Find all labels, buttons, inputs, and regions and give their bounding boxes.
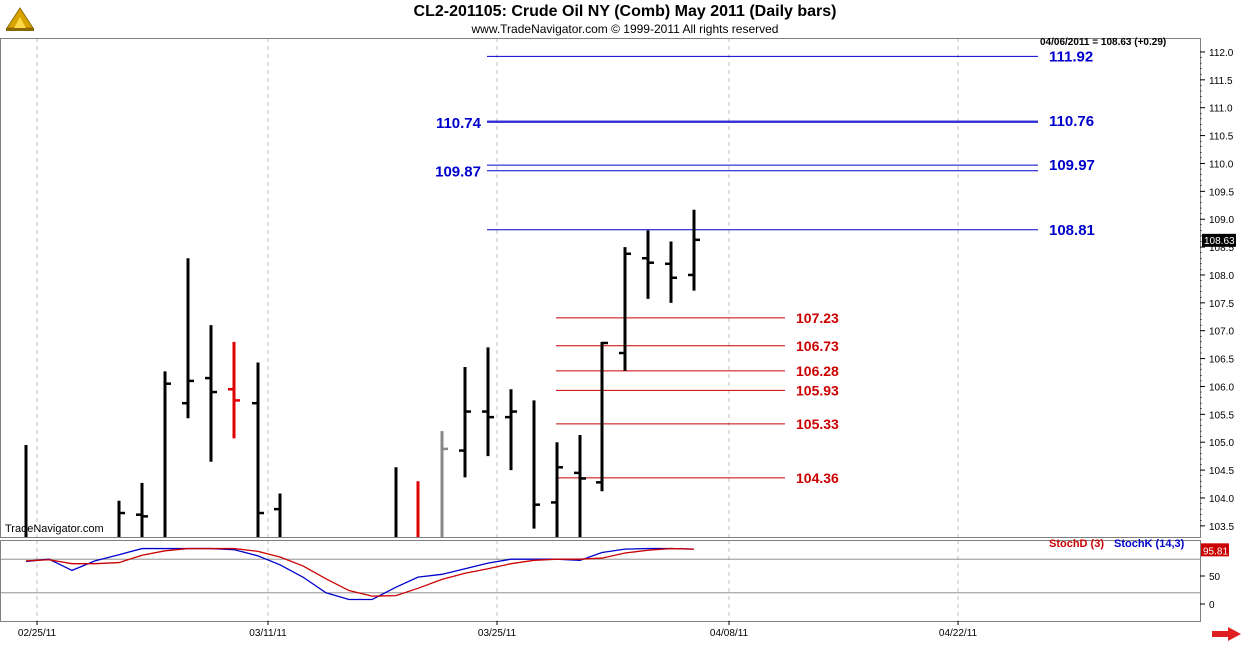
y-tick-label: 107.0 — [1209, 327, 1234, 338]
y-tick-label: 110.5 — [1209, 132, 1234, 143]
red-level-label: 106.28 — [796, 363, 839, 379]
stoch-series-line — [25, 547, 695, 597]
x-tick-label: 04/08/11 — [710, 628, 749, 639]
blue-level-label: 111.92 — [1049, 48, 1093, 65]
y-tick-label: 107.5 — [1209, 299, 1234, 310]
blue-level-label: 110.76 — [1049, 113, 1094, 130]
x-tick-label: 03/11/11 — [249, 628, 287, 639]
red-level-label: 107.23 — [796, 310, 839, 326]
y-tick-label: 112.0 — [1209, 48, 1234, 59]
y-tick-label: 108.5 — [1209, 243, 1234, 254]
scroll-right-arrow-icon[interactable] — [1212, 627, 1242, 646]
last-price-box — [1202, 233, 1236, 247]
y-tick-label: 104.5 — [1209, 466, 1234, 477]
chart-subtitle: www.TradeNavigator.com © 1999-2011 All r… — [471, 22, 779, 36]
y-tick-label: 106.0 — [1209, 382, 1234, 393]
stoch-d-legend: StochD (3) — [1049, 538, 1104, 550]
stoch-lines — [25, 547, 695, 601]
chart-title: CL2-201105: Crude Oil NY (Comb) May 2011… — [413, 3, 837, 20]
red-level-label: 105.93 — [796, 382, 839, 398]
price-grid — [36, 38, 959, 537]
price-panel-frame — [0, 38, 1201, 538]
last-quote: 04/06/2011 = 108.63 (+0.29) — [1040, 37, 1167, 48]
stoch-y-label: 0 — [1209, 600, 1215, 611]
stoch-k-legend: StochK (14,3) — [1114, 538, 1185, 550]
axes: 02/25/11 03/11/11 03/25/11 04/08/11 04/22/11… — [0, 38, 1236, 639]
stoch-series-line — [25, 547, 695, 601]
y-tick-label: 106.5 — [1209, 355, 1234, 366]
y-tick-label: 105.0 — [1209, 438, 1234, 449]
y-tick-label: 111.5 — [1209, 76, 1233, 87]
y-tick-label: 108.0 — [1209, 271, 1234, 282]
trade-navigator-logo-icon — [4, 4, 36, 37]
y-tick-label: 105.5 — [1209, 410, 1234, 421]
stoch-last-label: 95.81 — [1203, 546, 1228, 557]
x-tick-label: 03/25/11 — [478, 628, 517, 639]
red-level-label: 106.73 — [796, 338, 839, 354]
y-tick-label: 110.0 — [1209, 159, 1234, 170]
x-tick-label: 04/22/11 — [939, 628, 978, 639]
red-level-label: 104.36 — [796, 470, 839, 486]
blue-level-label: 109.97 — [1049, 157, 1095, 174]
ohlc-bars — [24, 209, 700, 537]
y-tick-label: 109.5 — [1209, 187, 1234, 198]
y-tick-label: 111.0 — [1209, 104, 1233, 115]
blue-level-label: 108.81 — [1049, 222, 1095, 239]
watermark: TradeNavigator.com — [5, 523, 104, 535]
red-level-label: 105.33 — [796, 416, 839, 432]
stoch-grid — [0, 540, 1200, 621]
stoch-panel-frame — [0, 540, 1201, 622]
y-tick-label: 104.0 — [1209, 494, 1234, 505]
stoch-y-label: 50 — [1209, 572, 1221, 583]
y-tick-label: 103.5 — [1209, 522, 1234, 533]
blue-level-label-left: 109.87 — [435, 164, 481, 181]
level-lines: 111.92 110.76 110.74 109.97 109.87 108.81 107.… — [435, 48, 1095, 486]
y-tick-label: 109.0 — [1209, 215, 1234, 226]
stoch-last-box — [1201, 543, 1229, 557]
last-price-label: 108.63 — [1204, 236, 1235, 247]
x-tick-label: 02/25/11 — [18, 628, 57, 639]
blue-level-label-left: 110.74 — [436, 115, 482, 132]
